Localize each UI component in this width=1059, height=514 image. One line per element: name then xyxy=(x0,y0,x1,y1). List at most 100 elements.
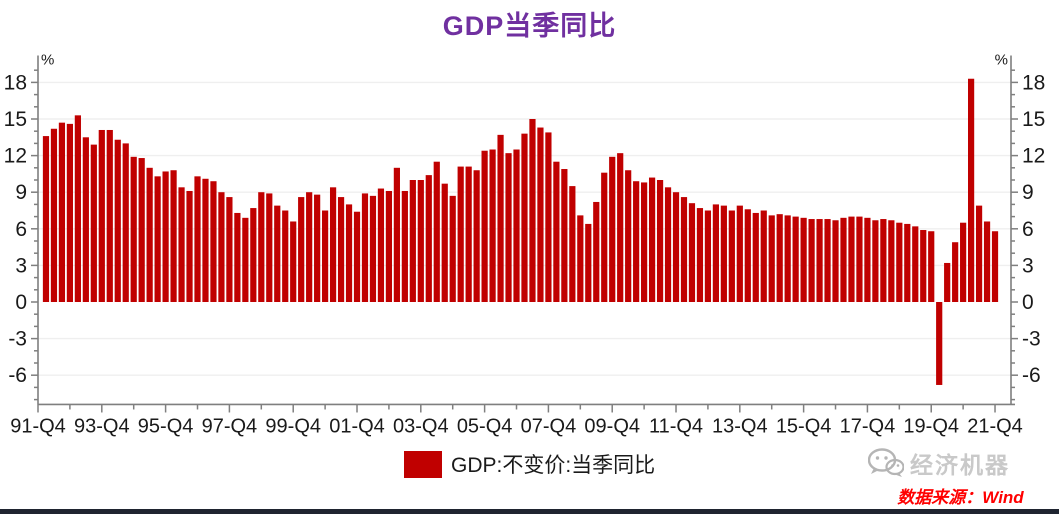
gdp-bar xyxy=(298,197,305,302)
y-tick-label-right: -3 xyxy=(1022,328,1041,351)
y-tick-label-left: 18 xyxy=(4,71,27,94)
gdp-bar xyxy=(553,161,560,302)
gdp-bar xyxy=(337,197,345,302)
gdp-bar xyxy=(593,201,600,302)
legend-label: GDP:不变价:当季同比 xyxy=(451,454,656,477)
x-tick-label: 99-Q4 xyxy=(265,415,321,437)
bar-series xyxy=(42,78,999,385)
chart-title: GDP当季同比 xyxy=(442,11,617,41)
y-tick-label-left: -3 xyxy=(8,328,27,351)
gdp-bar xyxy=(936,302,943,385)
x-tick-label: 09-Q4 xyxy=(584,415,640,437)
y-tick-label-right: 12 xyxy=(1022,145,1045,168)
y-tick-label-right: -6 xyxy=(1022,364,1041,387)
x-tick-label: 91-Q4 xyxy=(10,415,66,437)
gdp-bar xyxy=(912,226,919,302)
gdp-bar xyxy=(760,210,767,302)
gdp-bar xyxy=(50,128,58,302)
y-tick-label-left: 0 xyxy=(15,291,27,314)
gdp-bar xyxy=(282,210,289,302)
axes xyxy=(37,55,1015,406)
gdp-bar xyxy=(617,153,624,302)
gdp-bar xyxy=(513,149,520,302)
gdp-bar xyxy=(864,217,871,302)
gdp-bar xyxy=(983,221,991,302)
x-ticks: 91-Q4 93-Q4 95-Q4 97-Q4 99-Q4 01-Q4 03-Q4 05-Q4… xyxy=(10,404,1023,437)
gdp-bar xyxy=(202,178,209,302)
gdp-bar xyxy=(425,175,432,302)
gdp-bar xyxy=(409,180,416,302)
y-tick-label-left: 3 xyxy=(15,254,27,277)
gdp-bar xyxy=(449,195,456,302)
gdp-bar xyxy=(130,156,137,302)
x-tick-label: 21-Q4 xyxy=(967,415,1023,437)
gdp-bar xyxy=(672,192,680,302)
gdp-bar xyxy=(728,210,735,302)
x-tick-label: 11-Q4 xyxy=(649,415,703,437)
gdp-bar xyxy=(736,205,743,302)
gdp-bar xyxy=(960,222,967,302)
gdp-bar xyxy=(369,195,377,302)
y-tick-label-left: 15 xyxy=(4,108,27,131)
gdp-bar xyxy=(688,203,696,302)
gdp-bar xyxy=(720,205,727,302)
gdp-bar xyxy=(385,190,393,302)
gdp-bar xyxy=(162,171,169,302)
gdp-bar xyxy=(377,188,385,302)
gdp-bar xyxy=(944,262,951,302)
gdp-bar xyxy=(824,219,831,302)
x-tick-label: 97-Q4 xyxy=(202,415,258,437)
gdp-bar xyxy=(274,205,281,302)
gdp-bar xyxy=(242,217,249,302)
gdp-bar xyxy=(744,209,751,302)
gdp-bar xyxy=(975,205,983,302)
gdp-bar xyxy=(967,78,975,302)
gdp-bar xyxy=(457,166,464,302)
y-tick-label-right: 15 xyxy=(1022,108,1045,131)
gdp-bar xyxy=(792,216,799,302)
x-tick-label: 13-Q4 xyxy=(712,415,768,437)
gdp-bar xyxy=(266,193,273,302)
gdp-bar xyxy=(170,170,177,302)
y-tick-label-right: 3 xyxy=(1022,254,1034,277)
gdp-bar xyxy=(904,223,911,302)
gdp-bar xyxy=(401,190,408,302)
gdp-bar xyxy=(345,204,353,302)
y-ticks: -6 -6 -3 -3 0 0 3 3 6 6 9 9 12 12 15 15 18 18 xyxy=(4,69,1045,401)
gdp-bar xyxy=(138,158,145,302)
gdp-bar xyxy=(856,216,863,302)
x-tick-label: 17-Q4 xyxy=(840,415,896,437)
gdp-bar xyxy=(529,119,536,302)
gdp-bar xyxy=(353,211,361,302)
gdp-bar xyxy=(633,181,640,302)
gdp-bar xyxy=(473,170,480,302)
gdp-bar xyxy=(186,190,193,302)
gdp-bar xyxy=(577,215,584,302)
gdp-bar xyxy=(505,153,512,302)
gdp-bar xyxy=(497,134,504,302)
gdp-bar xyxy=(537,127,544,302)
gdp-bar xyxy=(122,143,129,302)
gdp-bar xyxy=(465,166,472,302)
gdp-bar xyxy=(218,192,225,302)
wechat-icon xyxy=(868,448,904,477)
gdp-bar xyxy=(704,210,712,302)
gdp-bar xyxy=(920,230,927,302)
y-tick-label-left: 12 xyxy=(4,145,27,168)
gdp-bar xyxy=(106,129,113,302)
gdp-bar xyxy=(322,210,329,302)
gdp-bar xyxy=(250,208,257,302)
gdp-bar xyxy=(234,212,241,302)
bottom-border-bar xyxy=(0,509,1059,514)
gdp-bar xyxy=(928,231,935,302)
gdp-bar xyxy=(306,192,313,302)
gdp-bar xyxy=(808,219,815,302)
gdp-bar xyxy=(776,214,783,302)
gdp-bar xyxy=(896,222,903,302)
x-tick-label: 01-Q4 xyxy=(329,415,385,437)
gdp-bar xyxy=(258,192,265,302)
gdp-bar xyxy=(521,133,528,302)
brand-block: 经济机器 数据来源：Wind xyxy=(868,446,1053,508)
gdp-bar xyxy=(114,139,121,302)
